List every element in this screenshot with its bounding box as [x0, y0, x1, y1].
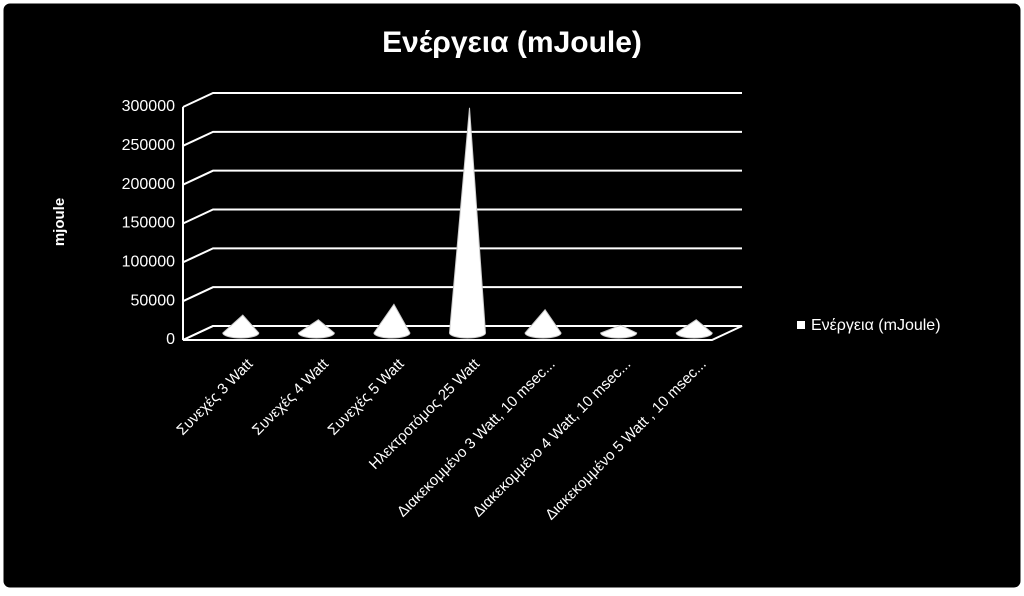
y-tick-label: 150000 — [122, 215, 175, 232]
legend-label: Ενέργεια (mJoule) — [811, 317, 941, 334]
cone — [448, 107, 487, 339]
grid-line — [182, 169, 742, 186]
cone — [373, 303, 411, 339]
y-tick-label: 50000 — [131, 292, 176, 309]
legend-swatch — [797, 321, 805, 329]
y-tick-label: 0 — [166, 331, 175, 348]
grid-line — [182, 247, 742, 264]
y-axis-label: mjoule — [51, 198, 68, 246]
cone — [222, 314, 260, 339]
chart-title: Ενέργεια (mJoule) — [382, 26, 642, 59]
cone — [297, 319, 335, 339]
y-tick-label: 100000 — [122, 254, 175, 271]
grid-line — [182, 130, 742, 147]
cone — [675, 319, 713, 339]
grid-line — [182, 208, 742, 225]
grid-line — [182, 325, 742, 341]
grid-line — [182, 92, 742, 108]
y-tick-label: 200000 — [122, 176, 175, 193]
cone — [524, 308, 562, 339]
y-tick-label: 300000 — [122, 98, 175, 115]
grid-line — [182, 286, 742, 303]
cone — [600, 324, 638, 339]
y-tick-label: 250000 — [122, 137, 175, 154]
